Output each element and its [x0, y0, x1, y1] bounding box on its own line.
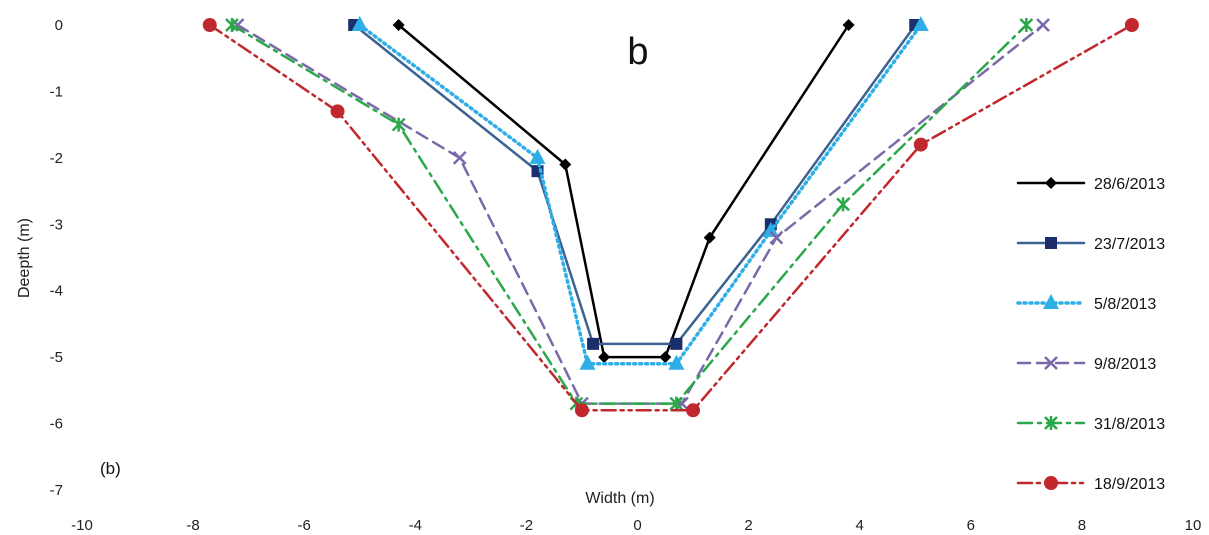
- data-point: [686, 403, 701, 418]
- y-tick-label: -5: [50, 349, 63, 366]
- data-point: [762, 221, 779, 237]
- x-tick-label: 4: [856, 517, 864, 534]
- data-point: [769, 230, 784, 245]
- legend-item: 9/8/2013: [1016, 356, 1156, 373]
- x-tick-label: -2: [520, 517, 533, 534]
- y-tick-label: -4: [50, 283, 63, 300]
- x-axis-title: Width (m): [585, 490, 654, 507]
- data-point: [703, 231, 716, 244]
- series-line: [352, 23, 917, 346]
- y-tick-label: -1: [50, 83, 63, 100]
- y-tick-label: 0: [55, 17, 63, 34]
- x-tick-label: -6: [298, 517, 311, 534]
- legend-item: 18/9/2013: [1016, 476, 1165, 493]
- x-tick-label: 2: [744, 517, 752, 534]
- y-tick-label: -3: [50, 216, 63, 233]
- data-point: [574, 403, 589, 418]
- y-tick-label: -7: [50, 482, 63, 499]
- legend-label: 31/8/2013: [1094, 416, 1165, 433]
- series-layer: [202, 16, 1139, 418]
- x-tick-label: -10: [71, 517, 93, 534]
- legend-label: 18/9/2013: [1094, 476, 1165, 493]
- data-point: [225, 18, 239, 32]
- y-axis-title: Deepth (m): [16, 218, 33, 298]
- series-line: [208, 23, 1134, 412]
- data-point: [836, 197, 850, 212]
- y-tick-label: -2: [50, 150, 63, 167]
- legend-item: 23/7/2013: [1016, 236, 1165, 253]
- data-point: [842, 19, 855, 31]
- data-point: [675, 396, 689, 411]
- data-point: [529, 148, 546, 164]
- data-point: [1124, 18, 1139, 32]
- legend-marker: [1044, 356, 1058, 370]
- data-point: [351, 16, 368, 31]
- data-point: [1036, 18, 1050, 32]
- data-point: [452, 150, 467, 165]
- data-point: [659, 351, 672, 364]
- data-point: [391, 117, 406, 132]
- x-tick-label: 6: [967, 517, 975, 534]
- y-tick-label: -6: [50, 416, 63, 433]
- data-point: [912, 16, 929, 31]
- series-1: [392, 19, 855, 364]
- x-tick-label: 0: [633, 517, 641, 534]
- legend-marker: [1045, 177, 1057, 189]
- data-point: [230, 18, 245, 32]
- data-point: [202, 18, 217, 32]
- legend-marker: [1043, 294, 1059, 309]
- data-point: [392, 19, 405, 31]
- series-5: [225, 18, 1034, 411]
- legend-marker: [1044, 416, 1058, 430]
- y-tick-labels: 0 -1 -2 -3 -4 -5 -6 -7: [50, 17, 63, 499]
- series-6: [202, 18, 1139, 418]
- data-point: [913, 137, 928, 152]
- data-point: [598, 351, 611, 364]
- data-point: [579, 354, 596, 370]
- x-tick-label: 10: [1185, 517, 1202, 534]
- series-3: [351, 16, 929, 370]
- data-point: [559, 158, 572, 171]
- x-tick-label: -8: [186, 517, 199, 534]
- data-point: [1019, 18, 1034, 32]
- data-point: [668, 354, 685, 370]
- series-line: [358, 23, 923, 366]
- series-4: [230, 18, 1050, 411]
- x-tick-labels: -10 -8 -6 -4 -2 0 2 4 6 8 10: [71, 517, 1201, 534]
- legend-item: 28/6/2013: [1016, 176, 1165, 193]
- data-point: [670, 337, 683, 350]
- legend-item: 5/8/2013: [1016, 294, 1156, 313]
- legend-marker: [1045, 237, 1057, 249]
- x-tick-label: 8: [1078, 517, 1086, 534]
- legend-label: 5/8/2013: [1094, 296, 1156, 313]
- legend: 28/6/2013 23/7/2013 5/8/2013 9/8/2013 31/8/2…: [1016, 176, 1165, 493]
- panel-label: b: [627, 31, 648, 73]
- x-tick-label: -4: [409, 517, 422, 534]
- legend-item: 31/8/2013: [1016, 416, 1165, 433]
- legend-label: 28/6/2013: [1094, 176, 1165, 193]
- data-point: [587, 337, 600, 350]
- data-point: [669, 396, 684, 411]
- series-line: [230, 23, 1028, 405]
- data-point: [330, 104, 345, 119]
- series-line: [397, 23, 850, 359]
- legend-label: 9/8/2013: [1094, 356, 1156, 373]
- legend-label: 23/7/2013: [1094, 236, 1165, 253]
- legend-marker: [1044, 476, 1058, 490]
- corner-label: (b): [100, 459, 121, 478]
- series-line: [236, 23, 1045, 405]
